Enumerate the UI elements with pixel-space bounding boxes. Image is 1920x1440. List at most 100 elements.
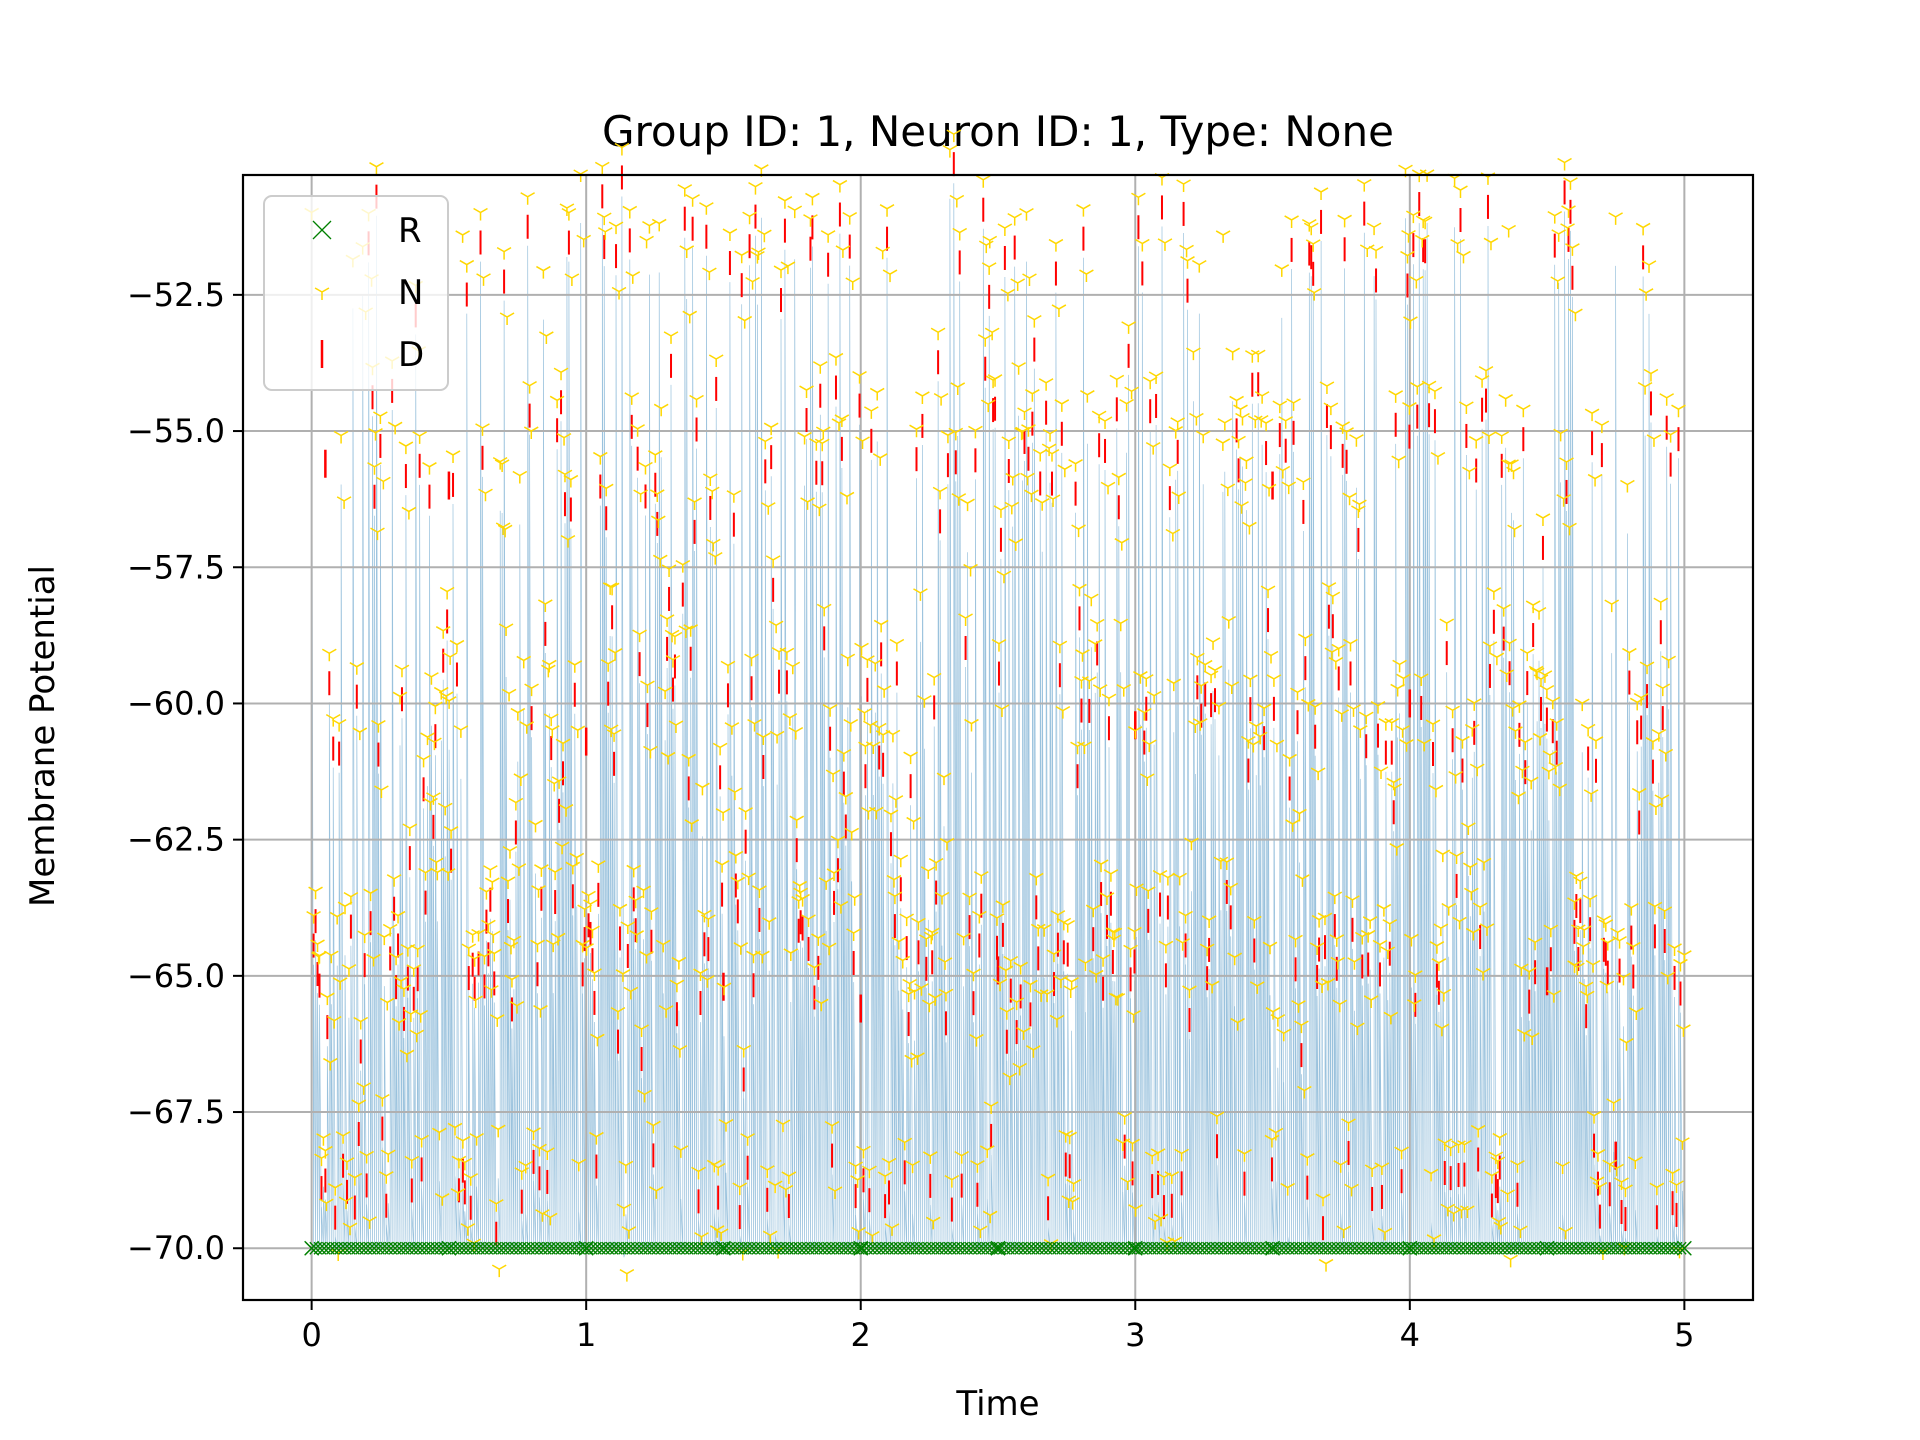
series-n-mark bbox=[840, 653, 856, 667]
series-n-mark bbox=[1034, 498, 1050, 511]
series-n-mark bbox=[827, 1186, 843, 1199]
series-n-mark bbox=[1548, 761, 1564, 775]
series-n-mark bbox=[842, 211, 858, 225]
series-n-mark bbox=[751, 247, 766, 261]
series-n-mark bbox=[797, 431, 812, 445]
series-n-mark bbox=[820, 230, 836, 243]
series-n-mark bbox=[659, 614, 675, 627]
series-n-mark bbox=[1109, 374, 1125, 388]
series-n-mark bbox=[624, 392, 640, 405]
series-n-mark bbox=[1110, 993, 1126, 1006]
series-n-mark bbox=[603, 724, 619, 738]
series-n-mark bbox=[1145, 441, 1161, 455]
series-n-mark bbox=[1092, 684, 1108, 697]
series-n-mark bbox=[1539, 684, 1555, 698]
series-n-mark bbox=[1465, 927, 1481, 941]
series-n-mark bbox=[951, 493, 967, 506]
series-n-mark bbox=[799, 385, 814, 399]
series-n-mark bbox=[1334, 709, 1350, 722]
series-n-point bbox=[982, 235, 998, 249]
series-n-mark bbox=[1077, 741, 1092, 754]
series-n-mark bbox=[1557, 157, 1572, 171]
series-n-mark bbox=[881, 1157, 897, 1171]
series-n-mark bbox=[551, 776, 567, 789]
series-n-mark bbox=[653, 403, 669, 417]
series-n-mark bbox=[1051, 304, 1067, 317]
series-n-mark bbox=[587, 968, 602, 981]
series-n-mark bbox=[1011, 362, 1026, 375]
series-n-mark bbox=[1452, 916, 1467, 930]
series-n-mark bbox=[1091, 410, 1107, 424]
series-n-mark bbox=[511, 863, 527, 876]
series-n-mark bbox=[801, 914, 816, 928]
series-n-mark bbox=[1498, 394, 1513, 407]
series-n-mark bbox=[437, 802, 453, 816]
series-n-mark bbox=[1281, 481, 1297, 495]
series-n-mark bbox=[1427, 386, 1443, 400]
series-n-mark bbox=[1586, 1111, 1602, 1124]
series-n-mark bbox=[338, 1196, 354, 1210]
series-n-mark bbox=[1638, 288, 1654, 301]
series-n-point bbox=[639, 235, 654, 249]
series-n-mark bbox=[623, 986, 639, 1000]
series-n-mark bbox=[490, 1124, 506, 1138]
series-n-mark bbox=[1026, 1045, 1041, 1058]
series-n-mark bbox=[583, 899, 598, 912]
series-n-mark bbox=[380, 1149, 396, 1163]
series-n-mark bbox=[855, 436, 870, 450]
series-n-mark bbox=[556, 432, 572, 446]
series-n-mark bbox=[1282, 753, 1297, 767]
series-n-mark bbox=[913, 588, 928, 601]
series-n-mark bbox=[779, 647, 795, 661]
series-n-mark bbox=[1421, 380, 1437, 394]
series-n-mark bbox=[1590, 1149, 1606, 1162]
series-n-mark bbox=[1095, 954, 1111, 967]
series-n-mark bbox=[1535, 513, 1551, 526]
series-n-mark bbox=[1403, 316, 1418, 329]
series-n-mark bbox=[972, 910, 987, 924]
series-n-mark bbox=[359, 1150, 374, 1164]
series-n-mark bbox=[1318, 1258, 1334, 1272]
series-n-mark bbox=[1507, 524, 1522, 538]
series-n-mark bbox=[375, 1093, 390, 1107]
series-n-mark bbox=[1404, 933, 1419, 947]
series-n-mark bbox=[1373, 766, 1389, 780]
series-n-mark bbox=[1559, 457, 1574, 471]
series-n-mark bbox=[942, 145, 958, 158]
series-n-mark bbox=[1115, 1138, 1131, 1151]
series-n-mark bbox=[1677, 950, 1692, 963]
series-n-mark bbox=[1616, 972, 1631, 986]
series-n-mark bbox=[962, 892, 977, 906]
series-n-mark bbox=[1657, 906, 1673, 920]
series-n-mark bbox=[920, 866, 936, 879]
series-n-mark bbox=[1494, 431, 1510, 444]
series-n-mark bbox=[748, 181, 763, 195]
series-n-mark bbox=[494, 459, 510, 472]
series-n-mark bbox=[1044, 448, 1060, 462]
series-n-mark bbox=[500, 876, 516, 890]
series-n-mark bbox=[531, 885, 546, 898]
series-n bbox=[304, 129, 1692, 1282]
series-n-mark bbox=[431, 1127, 447, 1141]
series-n-mark bbox=[1204, 980, 1220, 994]
series-n-mark bbox=[1352, 499, 1367, 513]
series-n-mark bbox=[787, 205, 803, 219]
series-n-mark bbox=[564, 273, 580, 286]
series-n-mark bbox=[970, 1160, 985, 1173]
series-n-mark bbox=[973, 1225, 988, 1239]
series-n-mark bbox=[1234, 501, 1249, 514]
series-n-mark bbox=[712, 742, 728, 756]
series-n-mark bbox=[1349, 434, 1364, 447]
series-n-mark bbox=[651, 218, 667, 232]
series-n-mark bbox=[560, 534, 576, 548]
series-n-mark bbox=[925, 1216, 941, 1230]
series-n-mark bbox=[1517, 737, 1533, 751]
series-n-mark bbox=[400, 943, 416, 957]
series-n-mark bbox=[391, 1017, 407, 1031]
series-n-mark bbox=[684, 819, 700, 832]
series-n-mark bbox=[1631, 787, 1647, 801]
series-n-mark bbox=[745, 276, 760, 290]
series-n-mark bbox=[332, 977, 348, 990]
series-n-mark bbox=[826, 868, 842, 881]
series-n-mark bbox=[1423, 1168, 1439, 1182]
